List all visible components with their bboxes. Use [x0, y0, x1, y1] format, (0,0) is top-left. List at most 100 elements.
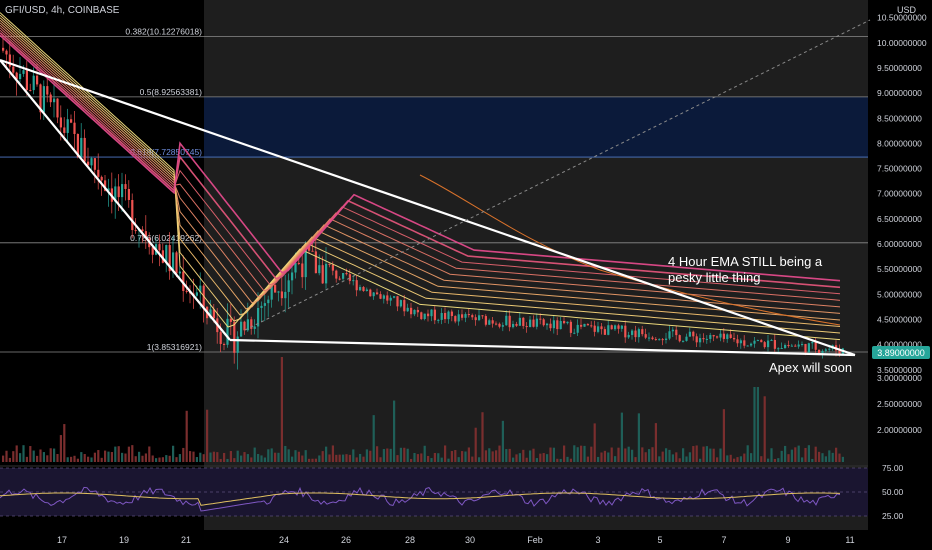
volume-bar [624, 448, 627, 462]
volume-bar [219, 458, 222, 462]
candle-body [104, 180, 107, 191]
volume-bar [42, 452, 45, 462]
volume-bar [233, 458, 236, 462]
apex-annotation[interactable]: Apex will soon [769, 360, 852, 375]
volume-bar [202, 454, 205, 462]
candle-body [427, 313, 430, 317]
fibonacci-retracement[interactable]: 0.382(10.12276018) 0.5(8.92563381) 0.618(7… [0, 27, 868, 353]
volume-bar [433, 452, 436, 462]
candle-body [651, 337, 654, 340]
current-price-tag: 3.89000000 [872, 346, 930, 359]
candle-body [267, 299, 270, 304]
volume-bar [773, 458, 776, 462]
volume-bar [535, 458, 538, 462]
current-price-value: 3.89000000 [877, 348, 925, 358]
candle-body [141, 229, 144, 232]
volume-bar [386, 448, 389, 462]
volume-bar [311, 458, 314, 462]
symbol-header[interactable]: GFI/USD, 4h, COINBASE [5, 5, 120, 16]
fib-level-label: 0.786(6.02419262) [130, 233, 202, 243]
volume-bar [134, 456, 137, 462]
volume-histogram [2, 357, 844, 462]
volume-bar [814, 446, 817, 462]
price-tick-label: 7.50000000 [877, 164, 922, 174]
volume-bar [304, 450, 307, 462]
volume-bar [467, 447, 470, 462]
volume-bar [104, 450, 107, 462]
volume-bar [631, 449, 634, 462]
volume-bar [692, 446, 695, 462]
volume-bar [49, 448, 52, 462]
volume-bar [83, 454, 86, 462]
volume-bar [87, 456, 90, 462]
ema-annotation-line2[interactable]: pesky little thing [668, 270, 761, 285]
candle-body [90, 158, 93, 166]
volume-bar [420, 453, 423, 462]
candle-body [746, 345, 749, 347]
volume-bar [539, 453, 542, 462]
volume-bar [471, 456, 474, 462]
volume-bar [355, 457, 358, 462]
ema-annotation-line1[interactable]: 4 Hour EMA STILL being a [668, 254, 823, 269]
candle-body [25, 70, 28, 90]
time-tick-label: 3 [595, 535, 600, 545]
candle-body [165, 245, 168, 263]
volume-bar [362, 456, 365, 462]
candle-body [610, 325, 613, 330]
wedge-trendlines[interactable] [0, 19, 871, 357]
candle-body [260, 305, 263, 308]
volume-bar [665, 448, 668, 462]
volume-bar [750, 453, 753, 462]
candle-body [770, 339, 773, 341]
volume-bar [828, 450, 831, 462]
candle-body [2, 47, 5, 51]
lower-trendline [229, 338, 856, 357]
candle-body [617, 325, 620, 329]
volume-bar [790, 449, 793, 462]
volume-bar [8, 457, 11, 462]
volume-bar [559, 458, 562, 462]
candle-body [127, 188, 130, 201]
time-axis[interactable]: 17 19 21 24 26 28 30 Feb 3 5 7 9 11 [57, 535, 855, 545]
volume-bar [586, 456, 589, 462]
candle-body [342, 273, 345, 279]
volume-bar [423, 445, 426, 462]
volume-bar [668, 449, 671, 462]
volume-bar [216, 452, 219, 462]
volume-bar [29, 446, 32, 462]
time-tick-label: 17 [57, 535, 67, 545]
volume-bar [240, 455, 243, 462]
candle-body [304, 245, 307, 278]
candle-body [219, 332, 222, 344]
candle-body [461, 314, 464, 318]
volume-bar [36, 455, 39, 462]
candle-body [464, 314, 467, 318]
candle-body [63, 127, 66, 133]
candle-body [297, 262, 300, 264]
candle-body [39, 84, 42, 113]
candle-body [348, 274, 351, 281]
candle-body [682, 340, 685, 342]
candle-body [556, 320, 559, 330]
volume-bar [804, 447, 807, 462]
candle-body [457, 314, 460, 322]
volume-bar [525, 457, 528, 462]
volume-bar [627, 446, 630, 462]
candle-body [335, 270, 338, 279]
candle-body [12, 66, 15, 73]
volume-bar [2, 455, 5, 462]
volume-bar [246, 454, 249, 462]
candle-body [172, 252, 175, 272]
candle-body [586, 323, 589, 326]
candle-body [226, 318, 229, 345]
candle-body [620, 325, 623, 329]
candle-body [365, 289, 368, 291]
volume-bar [515, 454, 518, 462]
candle-body [372, 292, 375, 297]
volume-bar [263, 457, 266, 462]
candle-body [362, 287, 365, 291]
candle-body [15, 72, 18, 80]
candle-body [675, 329, 678, 336]
price-axis[interactable]: 11.0000000010.5000000010.000000009.50000… [877, 0, 927, 435]
